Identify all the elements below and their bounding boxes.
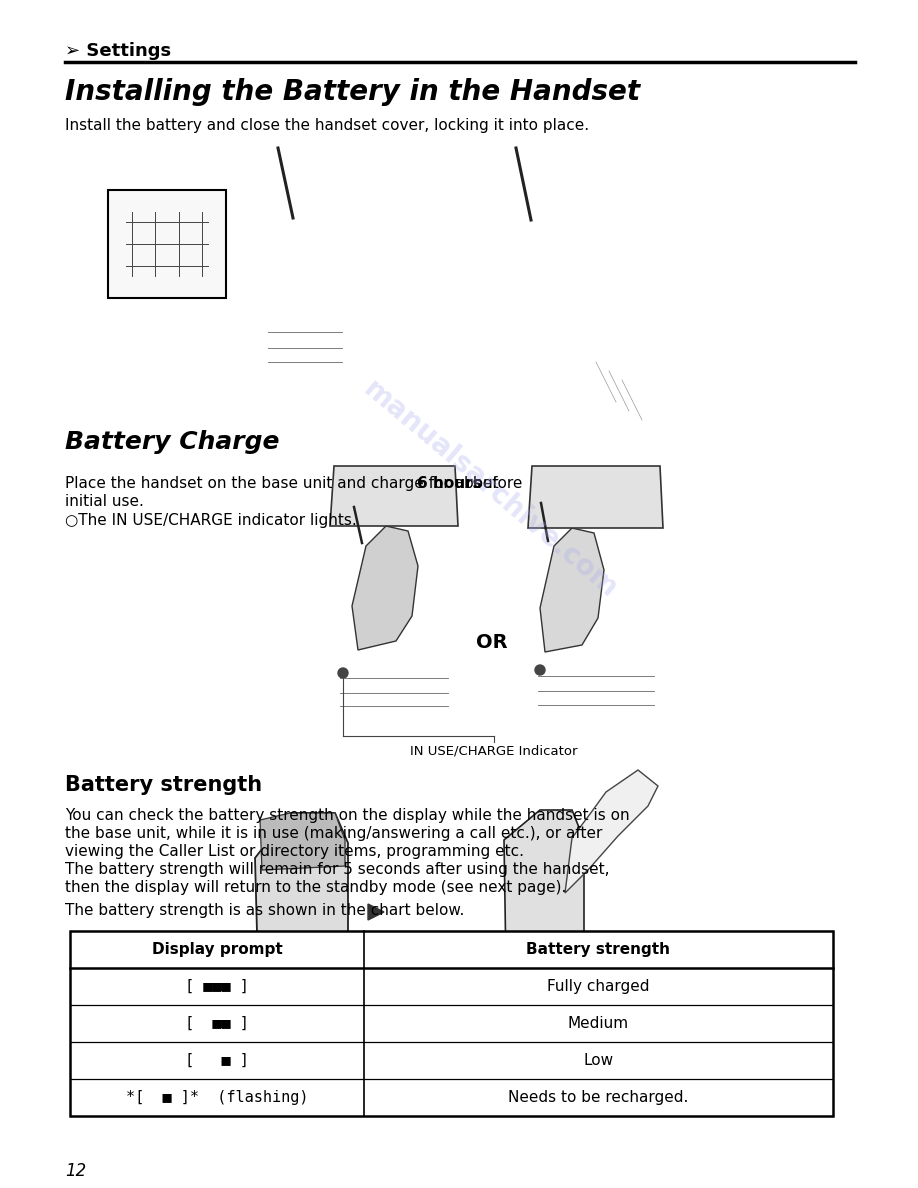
Text: Battery Charge: Battery Charge (65, 430, 279, 454)
Text: [ ■■■ ]: [ ■■■ ] (185, 979, 249, 994)
Text: You can check the battery strength on the display while the handset is on: You can check the battery strength on th… (65, 808, 630, 823)
Text: Low: Low (583, 1053, 613, 1068)
Text: Battery strength: Battery strength (65, 775, 263, 795)
Text: Fully charged: Fully charged (547, 979, 650, 994)
Text: ➢ Settings: ➢ Settings (65, 42, 171, 61)
Polygon shape (255, 813, 348, 978)
Bar (108, 190, 226, 298)
Text: Display prompt: Display prompt (151, 942, 282, 958)
Text: Installing the Battery in the Handset: Installing the Battery in the Handset (65, 78, 640, 106)
Polygon shape (352, 526, 418, 650)
Text: The battery strength is as shown in the chart below.: The battery strength is as shown in the … (65, 903, 465, 918)
Polygon shape (504, 810, 584, 977)
Text: 6 hours: 6 hours (417, 476, 482, 491)
Text: Medium: Medium (568, 1016, 629, 1031)
Text: 12: 12 (65, 1162, 86, 1180)
Text: before: before (468, 476, 522, 491)
Polygon shape (540, 527, 604, 652)
Text: Needs to be recharged.: Needs to be recharged. (509, 1091, 688, 1105)
Polygon shape (260, 813, 345, 870)
Text: The battery strength will remain for 5 seconds after using the handset,: The battery strength will remain for 5 s… (65, 862, 610, 877)
Text: ○The IN USE/CHARGE indicator lights.: ○The IN USE/CHARGE indicator lights. (65, 513, 357, 527)
Polygon shape (368, 904, 384, 920)
Text: *[  ■ ]*  (flashing): *[ ■ ]* (flashing) (126, 1091, 308, 1105)
Text: manualsarchive.com: manualsarchive.com (357, 375, 622, 605)
Text: Install the battery and close the handset cover, locking it into place.: Install the battery and close the handse… (65, 118, 589, 133)
Text: initial use.: initial use. (65, 494, 144, 508)
Text: Place the handset on the base unit and charge for about: Place the handset on the base unit and c… (65, 476, 504, 491)
Bar (70, 931, 833, 1116)
Circle shape (535, 665, 545, 675)
Polygon shape (330, 466, 458, 526)
Text: Battery strength: Battery strength (526, 942, 670, 958)
Circle shape (338, 668, 348, 678)
Text: the base unit, while it is in use (making/answering a call etc.), or after: the base unit, while it is in use (makin… (65, 826, 602, 841)
Text: [   ■ ]: [ ■ ] (185, 1053, 249, 1068)
Text: IN USE/CHARGE Indicator: IN USE/CHARGE Indicator (410, 745, 577, 758)
Text: viewing the Caller List or directory items, programming etc.: viewing the Caller List or directory ite… (65, 843, 524, 859)
Text: then the display will return to the standby mode (see next page).: then the display will return to the stan… (65, 880, 566, 895)
Text: [  ■■ ]: [ ■■ ] (185, 1016, 249, 1031)
Text: OR: OR (476, 632, 508, 651)
Polygon shape (565, 770, 658, 893)
Polygon shape (528, 466, 663, 527)
